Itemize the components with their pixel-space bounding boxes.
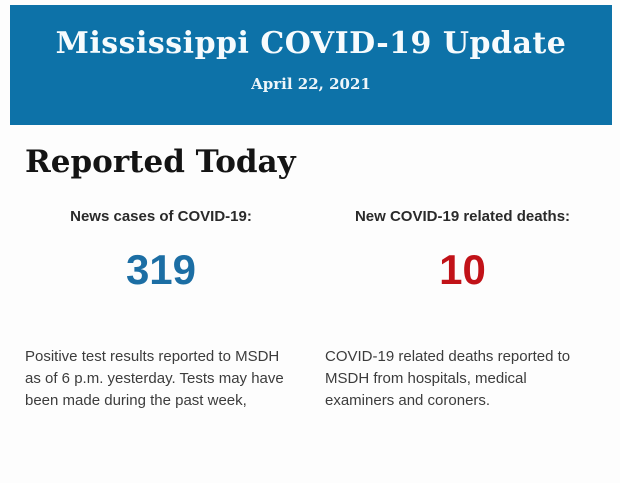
newsletter-date: April 22, 2021 [251,75,371,93]
newsletter-page: Mississippi COVID-19 Update April 22, 20… [0,5,620,412]
stat-new-cases: News cases of COVID-19: 319 Positive tes… [25,208,297,412]
stats-row: News cases of COVID-19: 319 Positive tes… [0,208,620,412]
new-cases-label: News cases of COVID-19: [70,208,252,225]
newsletter-title: Mississippi COVID-19 Update [55,26,567,61]
new-cases-description: Positive test results reported to MSDH a… [25,348,284,409]
new-deaths-label: New COVID-19 related deaths: [354,208,571,225]
section-heading: Reported Today [25,144,296,180]
new-deaths-value: 10 [439,246,486,293]
new-cases-value: 319 [125,246,197,293]
header-banner: Mississippi COVID-19 Update April 22, 20… [10,5,612,125]
new-deaths-description: COVID-19 related deaths reported to MSDH… [325,348,571,409]
stat-new-deaths: New COVID-19 related deaths: 10 COVID-19… [325,208,600,412]
